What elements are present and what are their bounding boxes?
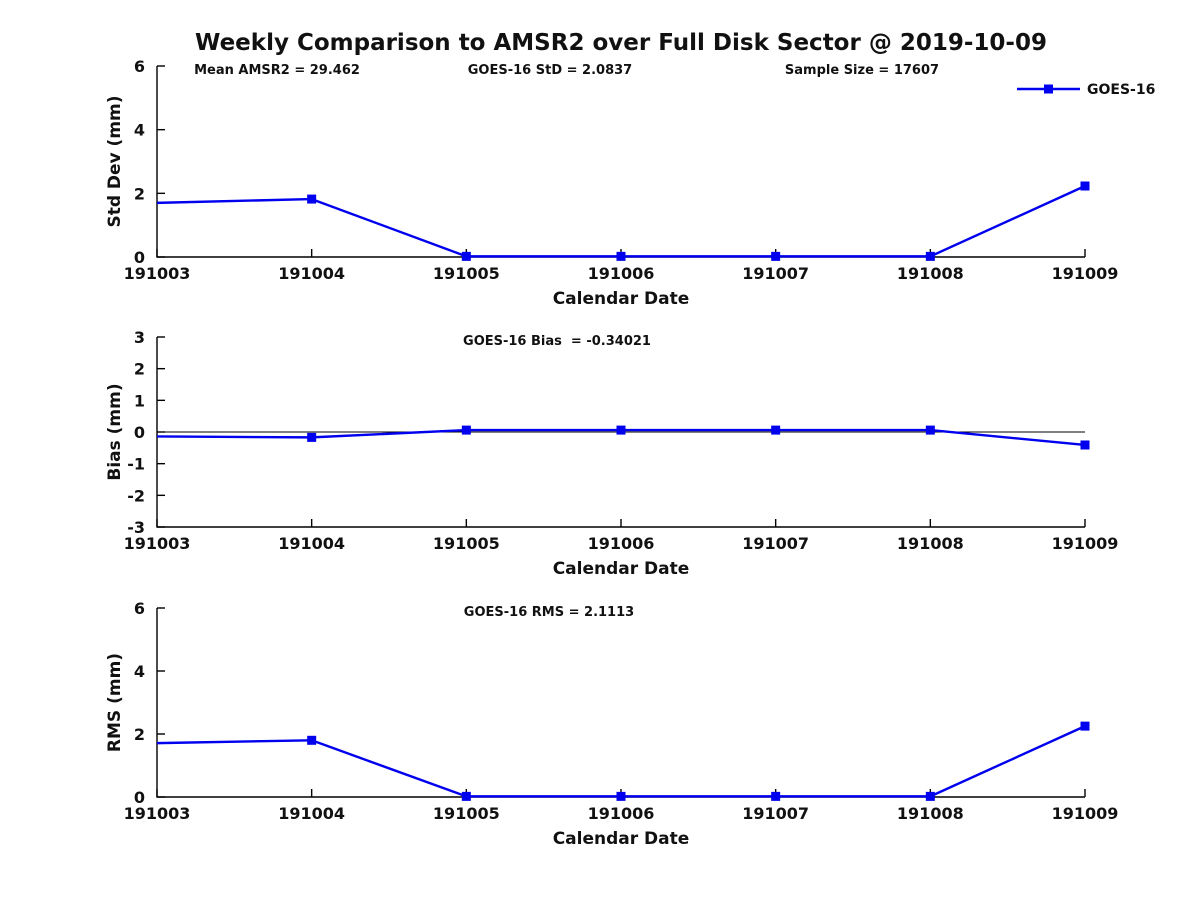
y-tick-label: 6	[134, 599, 145, 618]
y-axis-label: Bias (mm)	[105, 383, 125, 480]
x-tick-label: 191009	[1052, 534, 1119, 553]
y-tick-label: 0	[134, 423, 145, 442]
series-marker	[461, 425, 471, 435]
x-tick-label: 191007	[742, 534, 809, 553]
x-tick-label: 191003	[124, 264, 191, 283]
y-tick-label: 4	[134, 662, 145, 681]
x-tick-label: 191007	[742, 804, 809, 823]
series-marker	[307, 194, 317, 204]
x-tick-label: 191004	[278, 804, 345, 823]
series-marker	[925, 791, 935, 801]
y-tick-label: -3	[127, 518, 145, 537]
series-marker	[616, 251, 626, 261]
axis-spines	[156, 66, 1085, 258]
series-marker	[307, 432, 317, 442]
y-tick-label: 6	[134, 57, 145, 76]
series-line	[156, 725, 1086, 798]
y-tick-label: -1	[127, 455, 145, 474]
x-tick-label: 191009	[1052, 804, 1119, 823]
y-tick-label: 4	[134, 121, 145, 140]
y-tick-label: 2	[134, 725, 145, 744]
annotation: Sample Size = 17607	[785, 63, 939, 78]
series-marker	[461, 791, 471, 801]
y-tick-label: 3	[134, 328, 145, 347]
subplot-std-dev: 0 2 4 6 191003 191004 191005 191006 191007 191008…	[105, 57, 1155, 309]
annotation: GOES-16 RMS = 2.1113	[464, 605, 634, 620]
x-tick-label: 191007	[742, 264, 809, 283]
legend-marker	[1044, 84, 1053, 94]
x-tick-label: 191004	[278, 264, 345, 283]
series-marker	[1080, 181, 1090, 191]
x-tick-label: 191005	[433, 804, 500, 823]
y-tick-label: 2	[134, 184, 145, 203]
y-tick-label: 2	[134, 360, 145, 379]
y-axis-label: Std Dev (mm)	[105, 95, 125, 227]
series-line	[156, 184, 1086, 258]
x-tick-label: 191004	[278, 534, 345, 553]
x-tick-label: 191009	[1052, 264, 1119, 283]
y-tick-label: -2	[127, 486, 145, 505]
series-marker	[307, 735, 317, 745]
series-marker	[771, 791, 781, 801]
x-tick-label: 191006	[588, 264, 655, 283]
annotation: Mean AMSR2 = 29.462	[194, 63, 360, 78]
x-tick-label: 191005	[433, 264, 500, 283]
x-axis-label: Calendar Date	[553, 559, 690, 579]
series-marker	[1080, 721, 1090, 731]
y-tick-label: 0	[134, 248, 145, 267]
y-tick-label: 0	[134, 788, 145, 807]
axis-spines	[156, 608, 1085, 798]
annotation: GOES-16 Bias = -0.34021	[463, 334, 651, 349]
subplot-rms: 0 2 4 6 191003 191004 191005 191006 191007 191008…	[105, 599, 1118, 849]
annotation: GOES-16 StD = 2.0837	[468, 63, 632, 78]
x-tick-label: 191008	[897, 534, 964, 553]
x-tick-label: 191005	[433, 534, 500, 553]
x-axis-label: Calendar Date	[553, 829, 690, 849]
x-tick-label: 191008	[897, 264, 964, 283]
series-marker	[616, 425, 626, 435]
x-tick-label: 191006	[588, 534, 655, 553]
series-marker	[771, 425, 781, 435]
series-marker	[771, 251, 781, 261]
legend-label: GOES-16	[1087, 82, 1155, 98]
series-marker	[1080, 440, 1090, 450]
figure-title: Weekly Comparison to AMSR2 over Full Dis…	[195, 30, 1047, 56]
series-marker	[616, 791, 626, 801]
x-tick-label: 191003	[124, 534, 191, 553]
x-tick-label: 191008	[897, 804, 964, 823]
series-marker	[925, 425, 935, 435]
series-marker	[925, 251, 935, 261]
series-marker	[461, 251, 471, 261]
x-tick-label: 191003	[124, 804, 191, 823]
y-tick-label: 1	[134, 391, 145, 410]
x-axis-label: Calendar Date	[553, 289, 690, 309]
x-tick-label: 191006	[588, 804, 655, 823]
y-axis-label: RMS (mm)	[105, 653, 125, 752]
